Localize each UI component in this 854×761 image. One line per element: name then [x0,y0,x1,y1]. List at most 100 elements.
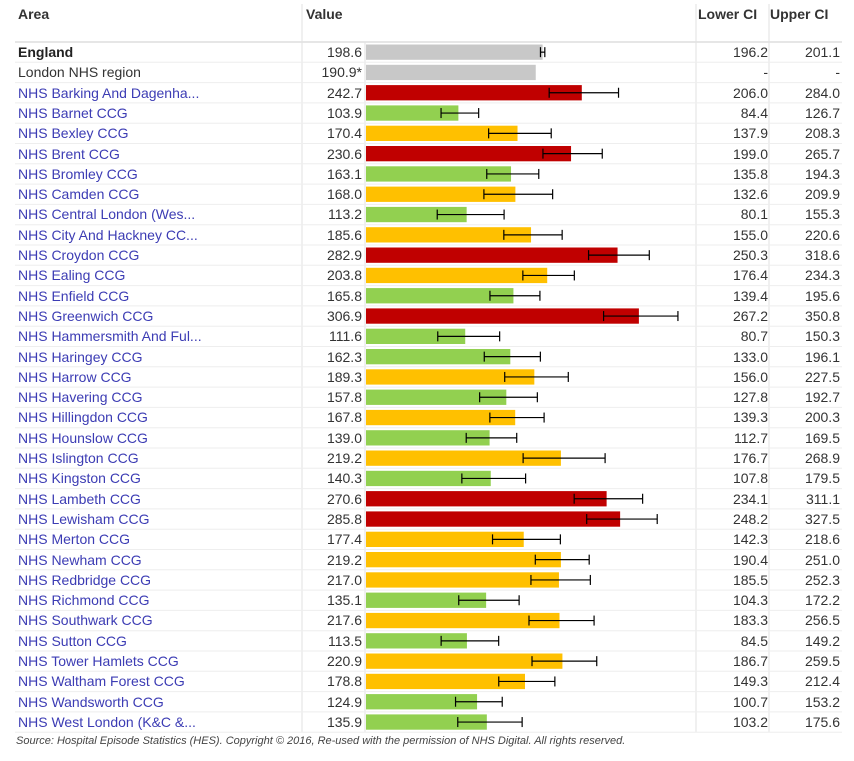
bar [366,146,572,162]
upper-ci: 169.5 [804,429,840,446]
bar [366,64,536,81]
lower-ci: 80.7 [740,328,768,345]
value-label: 162.3 [326,348,362,365]
upper-ci: 195.6 [804,287,840,304]
bar [366,694,478,710]
area-name: NHS Lambeth CCG [18,490,141,507]
bar [366,308,639,324]
bar [366,450,561,466]
lower-ci: 149.3 [732,673,768,690]
value-label: 135.1 [326,592,362,609]
upper-ci: 126.7 [804,104,840,121]
value-label: 167.8 [326,409,362,426]
value-label: 282.9 [326,247,362,263]
area-name: NHS City And Hackney CC... [18,226,198,243]
upper-ci: 265.7 [804,145,840,162]
value-label: 113.5 [328,632,362,649]
area-name: NHS Southwark CCG [18,612,153,629]
bar [366,511,621,527]
value-label: 242.7 [326,84,362,101]
upper-ci: 153.2 [804,693,840,710]
upper-ci: 318.6 [804,247,840,263]
area-name: NHS Brent CCG [18,145,120,162]
bar [366,369,535,385]
bar [366,44,543,60]
area-name: NHS Greenwich CCG [18,307,154,324]
value-label: 189.3 [326,368,362,385]
bar [366,349,511,365]
lower-ci: 199.0 [732,145,768,162]
lower-ci: 104.3 [732,592,768,609]
upper-ci: 200.3 [804,409,840,426]
bar [366,653,563,669]
bar [366,612,560,629]
upper-ci: 172.2 [804,592,840,609]
area-name: NHS Camden CCG [18,186,140,203]
bar [366,552,561,568]
upper-ci: 284.0 [804,84,840,101]
lower-ci: 135.8 [732,165,768,182]
lower-ci: 156.0 [732,368,768,385]
upper-ci: 327.5 [804,510,840,527]
area-name: NHS Redbridge CCG [18,571,152,588]
bar [366,227,532,243]
bar [366,389,507,405]
lower-ci: 186.7 [732,653,768,669]
value-label: 219.2 [326,450,362,466]
upper-ci: 259.5 [804,653,840,669]
lower-ci: 127.8 [732,389,768,406]
lower-ci: 139.3 [732,409,768,426]
value-label: 219.2 [326,551,362,568]
area-name: NHS Harrow CCG [18,368,132,385]
upper-ci: 251.0 [804,551,840,568]
area-name: NHS Kingston CCG [18,470,141,487]
bar [366,206,467,223]
upper-ci: 150.3 [804,328,840,345]
lower-ci: 80.1 [740,206,768,223]
lower-ci: 137.9 [732,125,768,142]
bar [366,247,618,263]
value-label: 217.6 [326,612,362,629]
upper-ci: 175.6 [804,713,840,730]
area-name: NHS Richmond CCG [18,592,150,609]
value-label: 139.0 [326,429,362,446]
value-label: 168.0 [326,186,362,203]
bar [366,85,582,101]
bar [366,267,548,284]
bar [366,105,459,121]
upper-ci: 234.3 [804,267,840,284]
value-label: 113.2 [328,206,362,223]
upper-ci: 311.1 [806,490,840,507]
value-label: 306.9 [326,307,362,324]
value-label: 185.6 [326,226,362,243]
area-name: NHS Central London (Wes... [18,206,196,223]
area-name: NHS Bexley CCG [18,125,129,142]
bar [366,288,514,304]
column-header: Lower CI [698,6,758,22]
source-note: Source: Hospital Episode Statistics (HES… [16,735,626,747]
area-name: NHS Merton CCG [18,531,131,548]
bar [366,166,512,182]
area-name: NHS Newham CCG [18,551,142,568]
lower-ci: 107.8 [732,470,768,487]
area-name: NHS Hillingdon CCG [18,409,148,426]
upper-ci: 220.6 [804,226,840,243]
area-name: NHS Barnet CCG [18,104,128,121]
lower-ci: 103.2 [732,713,768,730]
lower-ci: 142.3 [732,531,768,548]
bar [366,328,466,344]
area-name: NHS Barking And Dagenha... [18,84,200,101]
lower-ci: 176.7 [732,450,768,466]
upper-ci: 268.9 [804,450,840,466]
value-label: 170.4 [326,125,362,142]
area-name: NHS Tower Hamlets CCG [18,653,179,669]
value-label: 270.6 [326,490,362,507]
bar [366,186,516,202]
area-name: NHS Enfield CCG [18,287,130,304]
lower-ci: 206.0 [732,84,768,101]
area-name: NHS Hounslow CCG [18,429,148,446]
lower-ci: 84.4 [740,104,768,121]
bar [366,572,559,588]
upper-ci: 252.3 [804,571,840,588]
